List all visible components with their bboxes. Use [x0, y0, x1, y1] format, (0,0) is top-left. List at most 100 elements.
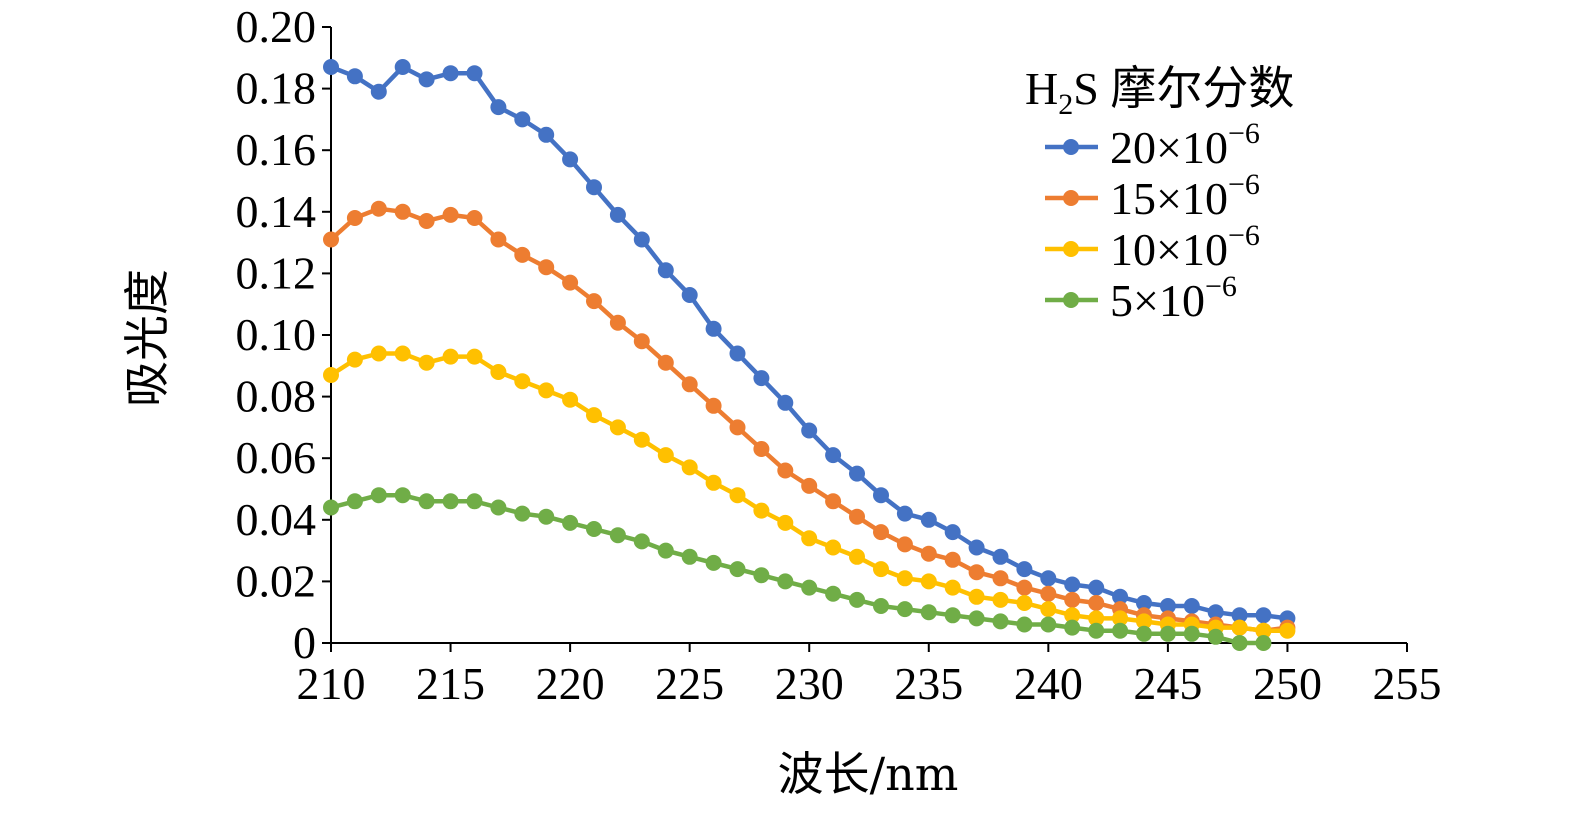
data-point	[1016, 579, 1033, 596]
data-point	[609, 527, 626, 544]
legend-swatch-marker	[1063, 292, 1079, 308]
data-point	[1231, 635, 1248, 651]
data-point	[801, 579, 818, 596]
data-point	[849, 548, 865, 565]
data-point	[442, 206, 459, 223]
data-point	[1040, 570, 1057, 587]
y-tick-label: 0.06	[236, 432, 317, 483]
data-point	[490, 364, 507, 380]
data-point	[968, 588, 985, 605]
legend-label: 20×10−6	[1110, 117, 1260, 173]
data-point	[346, 493, 363, 510]
data-point	[968, 539, 985, 556]
data-point	[1159, 625, 1176, 642]
y-tick-label: 0	[293, 617, 316, 668]
data-point	[1279, 622, 1296, 639]
data-point	[394, 345, 411, 362]
data-point	[944, 551, 961, 568]
data-point	[394, 203, 411, 220]
data-point	[562, 391, 579, 408]
data-point	[609, 419, 626, 436]
axes: 0 0.02 0.04 0.06 0.08 0.10 0.12 0.14 0.16 0.18 0.2…	[236, 1, 1442, 709]
data-point	[801, 422, 818, 439]
data-point	[873, 524, 889, 541]
data-point	[657, 354, 674, 371]
data-point	[370, 345, 387, 362]
y-tick-label: 0.14	[236, 186, 317, 237]
data-point	[418, 493, 435, 510]
data-point	[944, 607, 961, 624]
data-point	[1064, 591, 1081, 608]
y-axis-title: 吸光度	[120, 269, 174, 407]
data-point	[442, 348, 459, 365]
x-tick-label: 225	[655, 658, 724, 709]
data-point	[1040, 616, 1057, 633]
data-point	[442, 65, 459, 82]
data-point	[896, 505, 913, 522]
data-point	[538, 126, 555, 143]
data-point	[633, 431, 650, 448]
y-tick-label: 0.04	[236, 494, 317, 545]
data-point	[705, 320, 722, 337]
data-point	[777, 514, 794, 531]
data-point	[896, 536, 913, 553]
data-point	[920, 573, 937, 590]
data-point	[873, 487, 889, 504]
data-point	[1136, 595, 1152, 611]
data-point	[466, 493, 483, 510]
data-point	[968, 564, 985, 581]
legend-item: 10×10−6	[1045, 219, 1260, 275]
data-point	[896, 570, 913, 587]
data-point	[657, 447, 674, 464]
x-tick-label: 230	[775, 658, 844, 709]
legend-item: 15×10−6	[1045, 168, 1260, 224]
data-point	[896, 601, 913, 618]
data-point	[1088, 579, 1105, 596]
y-tick-label: 0.18	[236, 63, 317, 114]
x-tick-label: 220	[536, 658, 605, 709]
data-point	[562, 514, 579, 531]
data-point	[1231, 619, 1248, 636]
data-point	[466, 65, 483, 82]
series-line	[330, 492, 1264, 646]
data-point	[586, 407, 602, 424]
x-tick-label: 245	[1133, 658, 1202, 709]
data-point	[729, 487, 746, 504]
data-point	[1112, 622, 1129, 639]
data-point	[873, 561, 889, 578]
data-point	[873, 598, 889, 614]
data-point	[466, 348, 483, 365]
data-point	[1016, 561, 1033, 578]
data-point	[992, 570, 1009, 587]
data-point	[825, 447, 842, 464]
data-point	[418, 354, 435, 371]
data-point	[1088, 610, 1105, 627]
data-point	[346, 68, 363, 85]
legend-swatch-marker	[1063, 241, 1079, 257]
data-point	[1183, 598, 1200, 614]
data-point	[538, 382, 555, 399]
data-point	[1088, 622, 1105, 639]
data-point	[657, 542, 674, 559]
legend-item: 20×10−6	[1045, 117, 1260, 173]
data-point	[801, 530, 818, 547]
data-point	[370, 200, 387, 217]
data-point	[705, 397, 722, 414]
data-point	[825, 585, 842, 602]
y-tick-label: 0.20	[236, 1, 317, 52]
legend-swatch-marker	[1063, 190, 1079, 206]
data-point	[1064, 619, 1081, 636]
data-point	[992, 613, 1009, 630]
data-point	[825, 539, 842, 556]
data-point	[992, 548, 1009, 565]
data-point	[681, 459, 698, 476]
data-point	[490, 499, 507, 516]
data-point	[1112, 588, 1129, 605]
data-point	[633, 231, 650, 248]
x-tick-label: 235	[894, 658, 963, 709]
data-point	[514, 505, 531, 522]
data-point	[323, 231, 339, 248]
data-point	[1136, 613, 1152, 630]
data-point	[920, 545, 937, 562]
